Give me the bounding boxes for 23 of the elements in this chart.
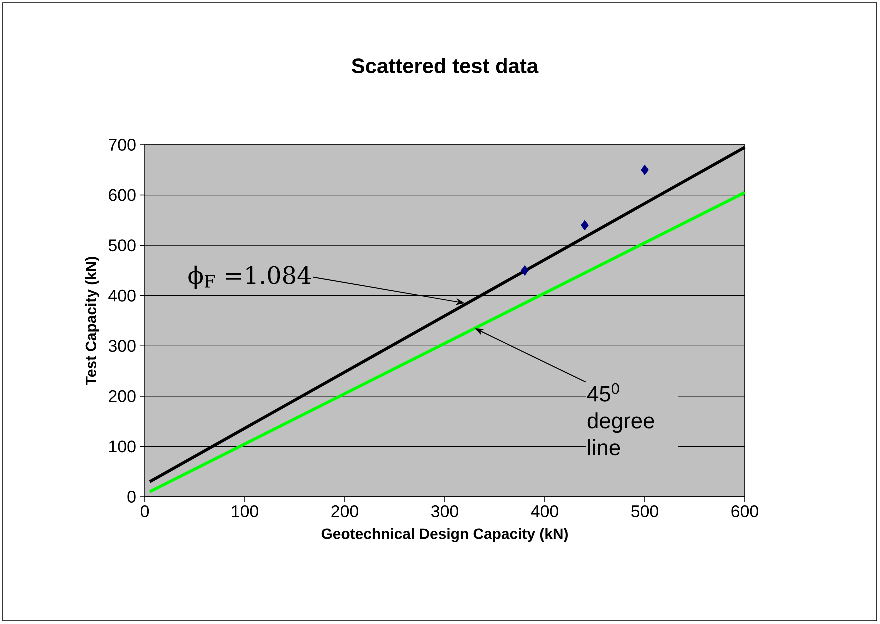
y-tick-label: 0 [128,490,136,503]
y-tick-label: 300 [108,340,136,352]
x-tick-label: 100 [232,506,258,518]
x-tick-label: 600 [732,506,758,518]
annotation: 45$^{0}$ degree line [588,383,654,456]
y-tick-label: 500 [108,240,136,252]
x-axis-title: Geotechnical Design Capacity (kN) [322,528,568,542]
point [521,266,529,276]
x-tick-label: 0 [140,506,150,518]
y-tick-label: 400 [108,290,136,302]
y-tick-label: 200 [109,390,136,402]
chart-title: Scattered test data [352,58,539,74]
x-tick-label: 500 [632,506,658,518]
x-tick-label: 300 [432,506,458,518]
point [641,164,649,176]
y-tick-label: 600 [109,189,136,202]
y-tick-label: 100 [110,440,136,453]
x-tick-label: 400 [531,506,558,518]
y-axis-title: Test Capacity (kN) [85,257,100,386]
point [581,220,589,231]
x-tick-label: 200 [332,506,358,518]
annotation: ϕ$_{F}$ =1.084 [188,266,312,289]
y-tick-label: 700 [109,138,136,151]
